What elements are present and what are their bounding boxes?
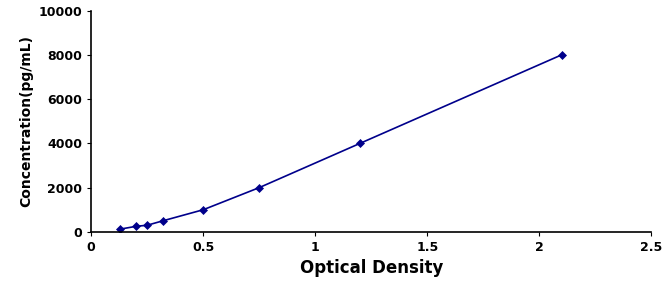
Y-axis label: Concentration(pg/mL): Concentration(pg/mL) xyxy=(19,35,33,207)
X-axis label: Optical Density: Optical Density xyxy=(299,260,443,277)
